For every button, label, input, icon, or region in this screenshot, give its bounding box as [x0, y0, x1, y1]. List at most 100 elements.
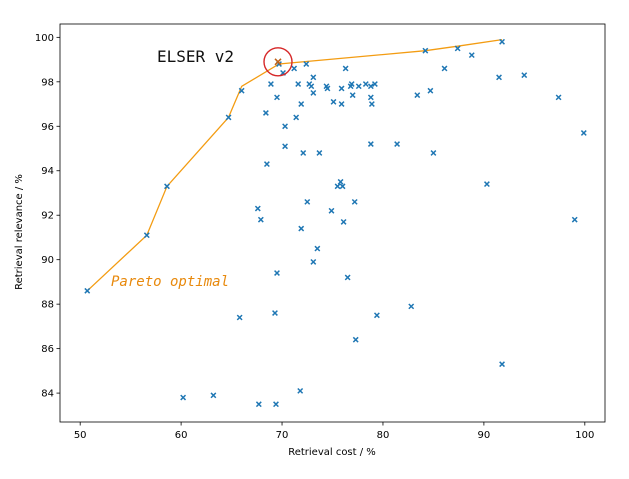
data-point	[499, 38, 505, 45]
data-point	[236, 314, 243, 321]
data-point	[468, 52, 475, 59]
data-point	[262, 110, 269, 116]
y-tick-label: 92	[41, 211, 54, 222]
data-point	[282, 143, 288, 150]
data-point	[348, 81, 355, 87]
data-point	[164, 183, 170, 190]
pareto-optimal-annotation: Pareto optimal	[111, 274, 229, 290]
data-point	[521, 72, 528, 79]
data-point	[408, 303, 415, 310]
pareto-frontier-line	[86, 38, 503, 292]
data-point	[580, 130, 587, 136]
data-point	[367, 141, 374, 147]
y-axis-label: Retrieval relevance / %	[14, 174, 25, 290]
data-point	[316, 150, 323, 156]
data-point	[338, 85, 345, 92]
x-tick-label: 90	[478, 430, 491, 441]
data-point	[334, 183, 341, 190]
data-point	[371, 81, 378, 87]
data-point	[272, 310, 278, 316]
data-point	[314, 245, 321, 252]
elser-v2-point	[274, 58, 282, 66]
data-point	[368, 101, 375, 107]
data-point	[310, 74, 317, 81]
data-point	[304, 198, 311, 205]
data-point	[355, 83, 362, 90]
data-point	[571, 216, 578, 223]
data-point	[263, 161, 270, 168]
data-point	[310, 89, 317, 96]
data-point	[367, 94, 374, 101]
data-point	[555, 94, 562, 101]
data-point	[427, 87, 434, 94]
data-point	[143, 232, 150, 239]
data-point	[274, 270, 280, 276]
data-point	[298, 101, 305, 107]
data-point	[362, 81, 369, 87]
data-point	[210, 392, 217, 399]
data-point	[257, 216, 264, 223]
y-tick-label: 94	[41, 166, 54, 177]
data-point	[337, 178, 344, 185]
x-axis-label: Retrieval cost / %	[288, 447, 376, 458]
data-point	[300, 150, 307, 156]
elser-v2-highlight-circle	[263, 47, 293, 77]
data-point	[255, 401, 262, 408]
data-point	[298, 225, 305, 232]
y-tick-label: 100	[35, 33, 54, 44]
data-point	[273, 401, 279, 408]
axes-frame	[59, 23, 606, 423]
annotations-layer: ELSER v2 Pareto optimal	[111, 47, 293, 290]
data-point	[295, 81, 302, 87]
data-point	[303, 61, 310, 67]
data-point	[180, 394, 187, 401]
x-tick-label: 70	[276, 430, 289, 441]
data-point	[330, 98, 337, 105]
y-tick-label: 96	[41, 122, 54, 133]
data-point	[496, 74, 502, 81]
data-point	[367, 83, 374, 90]
x-tick-label: 80	[377, 430, 390, 441]
data-point	[454, 45, 461, 52]
data-point	[274, 94, 280, 101]
data-point	[310, 258, 317, 265]
data-point	[293, 114, 300, 121]
x-tick-label: 100	[575, 430, 594, 441]
data-point	[430, 150, 437, 156]
data-point	[225, 114, 232, 121]
data-point	[328, 207, 335, 214]
data-point	[340, 218, 347, 225]
y-tick-label: 84	[41, 389, 54, 400]
y-tick-label: 86	[41, 344, 54, 355]
data-point	[297, 387, 304, 394]
y-tick-label: 98	[41, 77, 54, 88]
data-point	[373, 312, 380, 319]
data-point	[291, 65, 298, 72]
plot-area	[60, 24, 605, 422]
data-point	[84, 287, 91, 294]
data-point	[394, 141, 401, 147]
data-point	[344, 274, 351, 281]
x-tick-label: 50	[74, 430, 87, 441]
y-tick-label: 88	[41, 300, 54, 311]
data-point	[338, 101, 345, 107]
data-point	[254, 205, 261, 212]
data-point	[339, 183, 346, 190]
data-point	[238, 87, 245, 94]
data-point	[282, 123, 288, 130]
data-point	[422, 47, 429, 54]
axes-layer: 50 60 70 80 90 100 84 86 88 90 92 94 96 98 100	[35, 23, 606, 441]
y-tick-label: 90	[41, 255, 54, 266]
data-point	[414, 92, 421, 99]
data-point	[351, 198, 358, 205]
data-point	[308, 83, 315, 90]
data-point	[342, 65, 349, 72]
data-point	[268, 81, 274, 87]
data-point	[324, 85, 331, 92]
points-layer	[84, 38, 587, 408]
data-point	[349, 92, 356, 99]
elser-v2-annotation: ELSER v2	[157, 47, 234, 66]
data-point	[499, 361, 505, 368]
data-point	[441, 65, 448, 72]
